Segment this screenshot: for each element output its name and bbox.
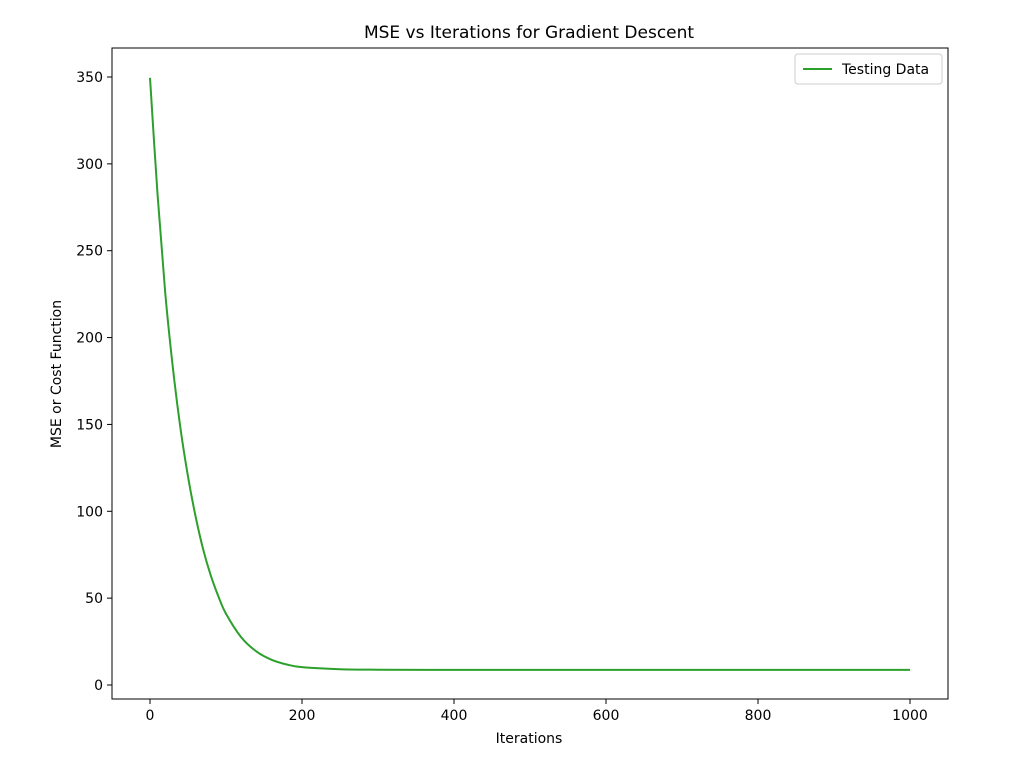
legend: Testing Data — [794, 53, 943, 85]
y-tick-label: 200 — [76, 331, 103, 347]
chart-title: MSE vs Iterations for Gradient Descent — [364, 23, 694, 43]
x-axis-label: Iterations — [496, 731, 563, 747]
x-tick-label: 800 — [745, 708, 772, 724]
y-tick-label: 350 — [76, 70, 103, 86]
series-line-testing-data — [149, 77, 910, 671]
x-tick-label: 600 — [593, 708, 620, 724]
legend-label: Testing Data — [841, 62, 929, 78]
y-tick-label: 0 — [94, 678, 103, 694]
y-tick-label: 100 — [76, 504, 103, 520]
x-tick-label: 200 — [289, 708, 316, 724]
x-tick-label: 400 — [441, 708, 468, 724]
y-axis-label: MSE or Cost Function — [49, 300, 65, 448]
y-tick-label: 50 — [85, 591, 103, 607]
legend-box — [794, 53, 943, 85]
plot-frame — [111, 47, 949, 700]
x-tick-label: 0 — [146, 708, 155, 724]
plot-area: 0 200 400 600 800 1000 0 50 100 150 200 250 300 350 Te… — [76, 47, 949, 724]
y-tick-label: 150 — [76, 417, 103, 433]
y-tick-label: 300 — [76, 157, 103, 173]
x-tick-label: 1000 — [892, 708, 928, 724]
y-tick-label: 250 — [76, 244, 103, 260]
